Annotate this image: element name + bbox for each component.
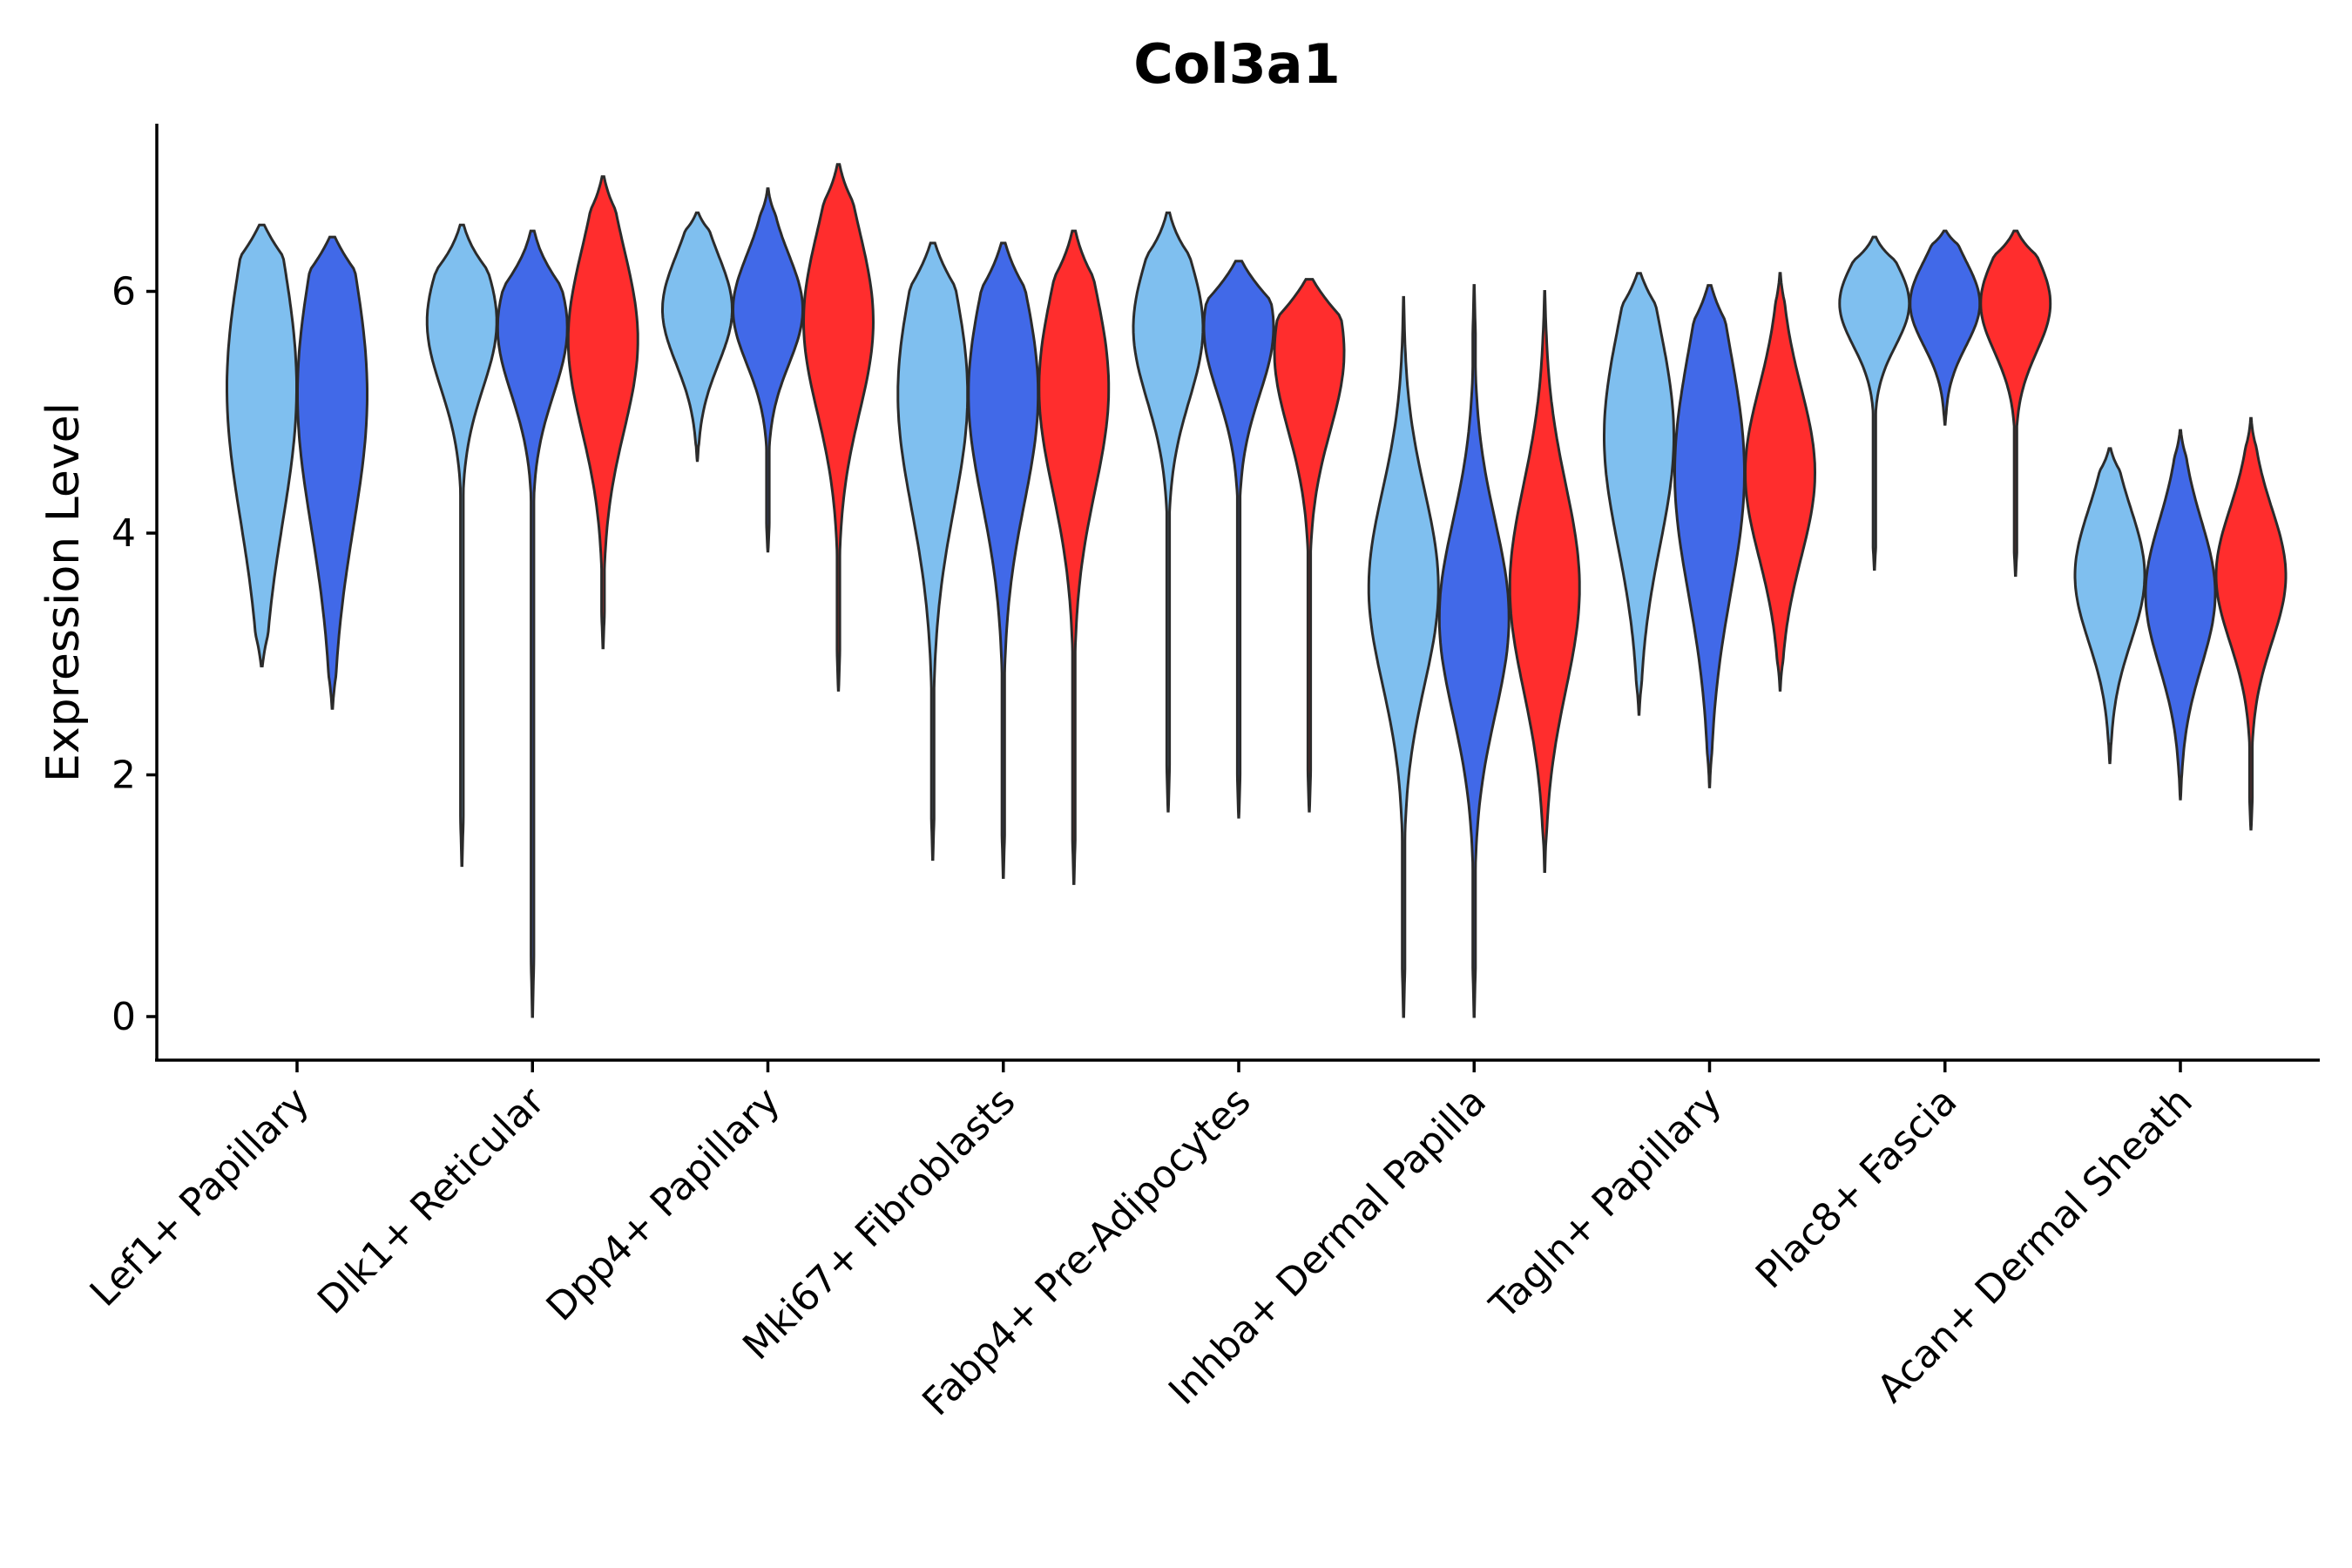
violin-group-3-7 bbox=[1979, 229, 2052, 578]
violin-group-2-3 bbox=[967, 241, 1040, 879]
violin-group-2-0 bbox=[296, 235, 368, 710]
x-tick-label: Dlk1+ Reticular bbox=[309, 1078, 554, 1323]
y-tick-label: 6 bbox=[112, 270, 136, 314]
violin-group-3-5 bbox=[1508, 290, 1581, 873]
violin-group-1-1 bbox=[425, 223, 498, 868]
violin-group-1-7 bbox=[1838, 235, 1911, 571]
violin-group-3-8 bbox=[2214, 416, 2288, 831]
violin-group-3-1 bbox=[566, 175, 639, 650]
y-axis-label: Expression Level bbox=[37, 402, 90, 782]
violin-group-1-5 bbox=[1367, 295, 1440, 1018]
violin-group-1-6 bbox=[1603, 272, 1675, 716]
x-tick-label: Mki67+ Fibroblasts bbox=[734, 1079, 1024, 1369]
violin-layer bbox=[226, 163, 2288, 1018]
violin-group-3-6 bbox=[1743, 272, 1817, 692]
x-tick-label: Tagln+ Papillary bbox=[1481, 1079, 1730, 1328]
violin-group-1-8 bbox=[2073, 447, 2146, 765]
violin-group-3-3 bbox=[1037, 229, 1111, 885]
violin-group-2-2 bbox=[731, 187, 805, 553]
chart-title: Col3a1 bbox=[1133, 32, 1340, 96]
violin-group-1-3 bbox=[896, 241, 970, 862]
violin-group-2-1 bbox=[496, 229, 569, 1018]
violin-group-2-4 bbox=[1202, 260, 1275, 819]
violin-group-1-4 bbox=[1132, 211, 1205, 813]
violin-group-1-2 bbox=[661, 211, 733, 463]
y-ticks: 0 2 4 6 bbox=[112, 270, 157, 1039]
violin-group-2-7 bbox=[1909, 229, 1982, 426]
x-tick-label: Lef1+ Papillary bbox=[82, 1079, 318, 1315]
y-tick-label: 4 bbox=[112, 511, 136, 556]
violin-group-3-4 bbox=[1273, 278, 1346, 813]
violin-group-1-0 bbox=[226, 223, 298, 668]
y-tick-label: 2 bbox=[112, 754, 136, 798]
violin-group-2-6 bbox=[1673, 284, 1746, 788]
violin-group-2-5 bbox=[1437, 284, 1511, 1018]
violin-group-2-8 bbox=[2144, 429, 2217, 801]
x-tick-label: Dpp4+ Papillary bbox=[538, 1079, 789, 1330]
x-tick-label: Plac8+ Fascia bbox=[1747, 1079, 1966, 1298]
violin-group-3-2 bbox=[801, 163, 875, 692]
y-tick-label: 0 bbox=[112, 995, 136, 1039]
